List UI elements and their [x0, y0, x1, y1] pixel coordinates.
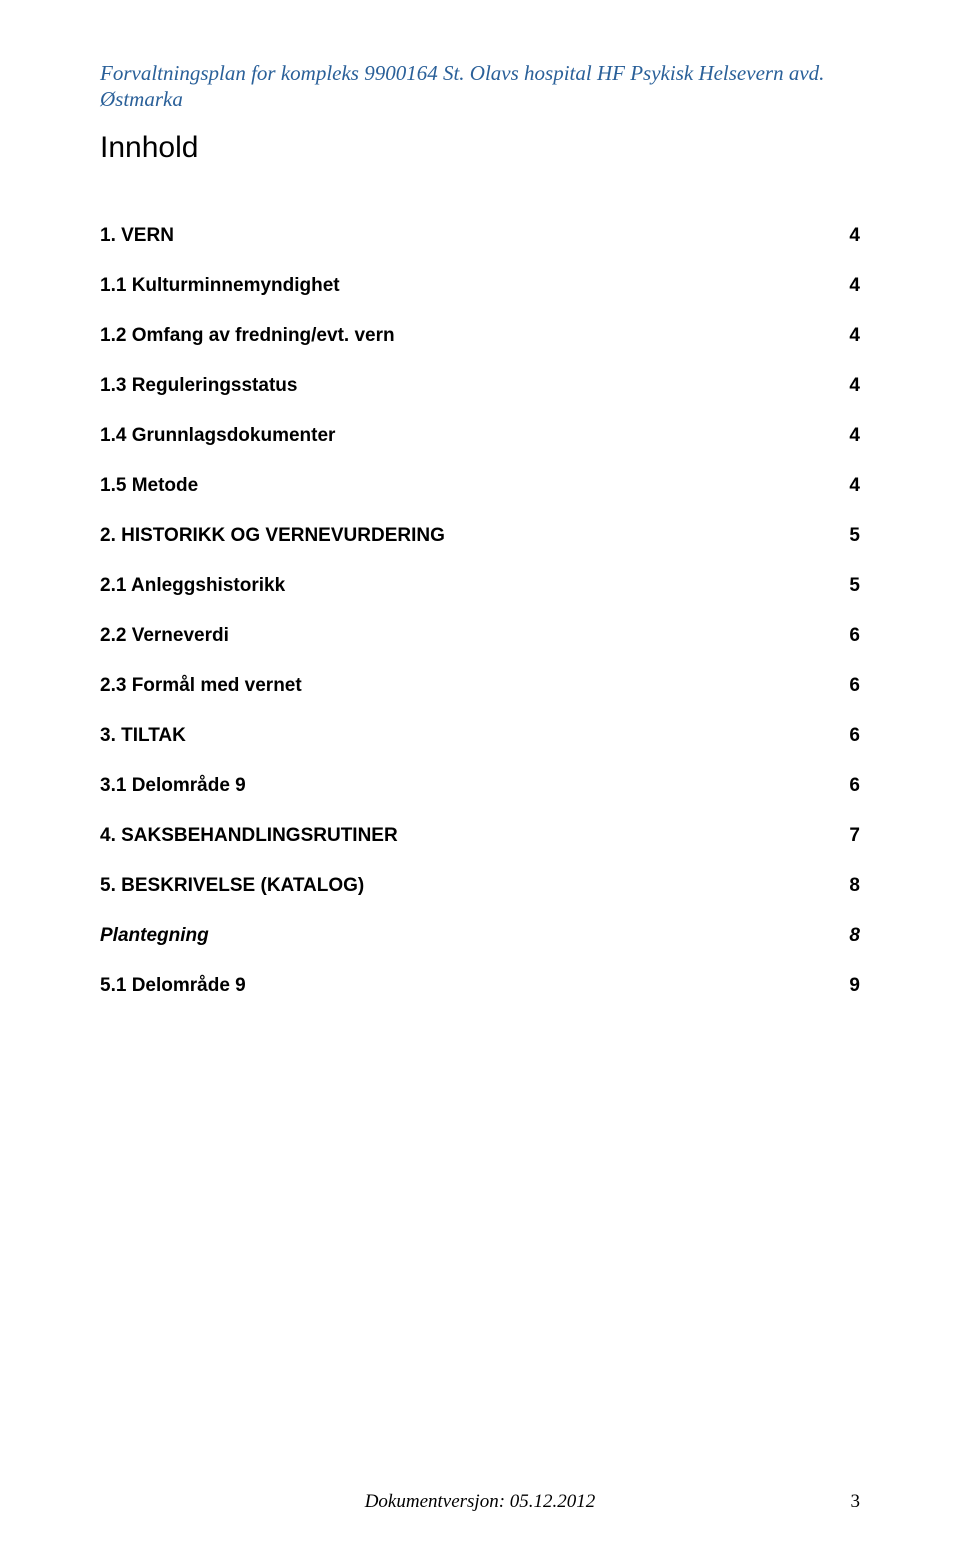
toc-label: 1.2 Omfang av fredning/evt. vern [100, 325, 395, 347]
toc-page: 5 [849, 525, 860, 547]
toc-page: 9 [849, 975, 860, 997]
toc-page: 4 [849, 275, 860, 297]
toc-entry: 2.3 Formål med vernet 6 [100, 675, 860, 697]
toc-label: 2.3 Formål med vernet [100, 675, 302, 697]
toc-entry: 3.1 Delområde 9 6 [100, 775, 860, 797]
toc-label: Plantegning [100, 925, 209, 947]
toc-entry: 1. VERN 4 [100, 225, 860, 247]
toc-label: 3. TILTAK [100, 725, 186, 747]
toc-entry: Plantegning 8 [100, 925, 860, 947]
toc-entry: 1.4 Grunnlagsdokumenter 4 [100, 425, 860, 447]
document-header: Forvaltningsplan for kompleks 9900164 St… [100, 60, 860, 113]
toc-page: 4 [849, 325, 860, 347]
toc-page: 4 [849, 225, 860, 247]
toc-label: 4. SAKSBEHANDLINGSRUTINER [100, 825, 398, 847]
page-title: Innhold [100, 131, 860, 165]
toc-page: 8 [849, 925, 860, 947]
toc-page: 6 [849, 775, 860, 797]
toc-label: 5. BESKRIVELSE (KATALOG) [100, 875, 364, 897]
toc-label: 2.2 Verneverdi [100, 625, 229, 647]
toc-entry: 5.1 Delområde 9 9 [100, 975, 860, 997]
toc-label: 1.1 Kulturminnemyndighet [100, 275, 340, 297]
toc-page: 8 [849, 875, 860, 897]
toc-label: 2. HISTORIKK OG VERNEVURDERING [100, 525, 445, 547]
header-line-1: Forvaltningsplan for kompleks 9900164 St… [100, 60, 860, 86]
toc-label: 1. VERN [100, 225, 174, 247]
toc-page: 4 [849, 475, 860, 497]
toc-page: 5 [849, 575, 860, 597]
toc-label: 5.1 Delområde 9 [100, 975, 246, 997]
toc-entry: 1.5 Metode 4 [100, 475, 860, 497]
toc-label: 3.1 Delområde 9 [100, 775, 246, 797]
toc-entry: 1.3 Reguleringsstatus 4 [100, 375, 860, 397]
toc-entry: 1.1 Kulturminnemyndighet 4 [100, 275, 860, 297]
toc-page: 6 [849, 625, 860, 647]
table-of-contents: 1. VERN 4 1.1 Kulturminnemyndighet 4 1.2… [100, 225, 860, 997]
toc-label: 1.5 Metode [100, 475, 198, 497]
toc-label: 2.1 Anleggshistorikk [100, 575, 285, 597]
toc-page: 6 [849, 725, 860, 747]
toc-page: 4 [849, 375, 860, 397]
toc-entry: 2.1 Anleggshistorikk 5 [100, 575, 860, 597]
toc-label: 1.4 Grunnlagsdokumenter [100, 425, 335, 447]
toc-page: 4 [849, 425, 860, 447]
footer-version: Dokumentversjon: 05.12.2012 [0, 1491, 960, 1513]
toc-entry: 1.2 Omfang av fredning/evt. vern 4 [100, 325, 860, 347]
toc-label: 1.3 Reguleringsstatus [100, 375, 297, 397]
toc-entry: 2. HISTORIKK OG VERNEVURDERING 5 [100, 525, 860, 547]
toc-entry: 4. SAKSBEHANDLINGSRUTINER 7 [100, 825, 860, 847]
toc-page: 7 [849, 825, 860, 847]
toc-entry: 3. TILTAK 6 [100, 725, 860, 747]
toc-entry: 2.2 Verneverdi 6 [100, 625, 860, 647]
toc-page: 6 [849, 675, 860, 697]
header-line-2: Østmarka [100, 86, 860, 112]
page-number: 3 [851, 1491, 861, 1513]
toc-entry: 5. BESKRIVELSE (KATALOG) 8 [100, 875, 860, 897]
